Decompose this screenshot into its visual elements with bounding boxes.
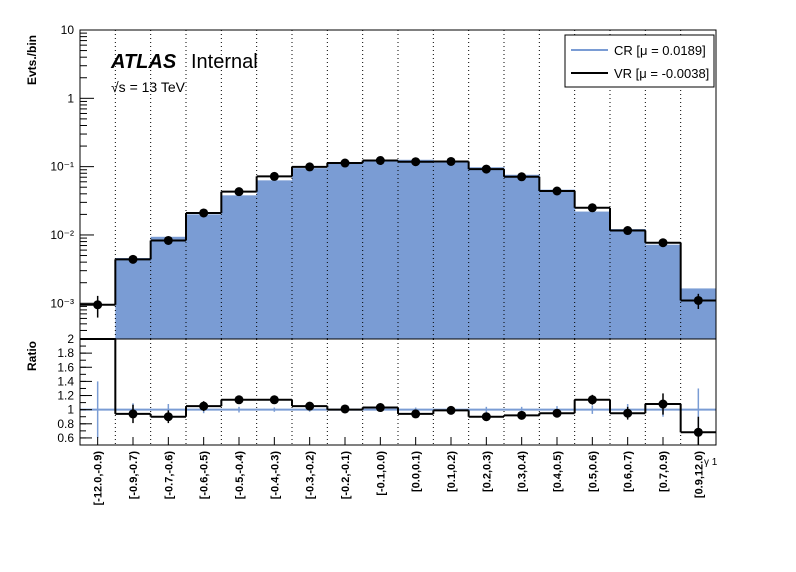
- bottom-tick-label: 0.6: [57, 431, 74, 445]
- legend-vr-label: VR [μ = -0.0038]: [614, 66, 709, 81]
- ratio-point: [234, 395, 244, 405]
- legend: CR [μ = 0.0189] VR [μ = -0.0038]: [564, 34, 715, 88]
- cr-bar: [115, 257, 152, 339]
- vr-point: [128, 254, 138, 264]
- top-tick-label: 10⁻³: [50, 296, 74, 310]
- ratio-point: [623, 408, 633, 418]
- x-bin-label: [0.7,0.9): [658, 451, 670, 492]
- ratio-point: [199, 401, 209, 411]
- ratio-point: [658, 399, 668, 409]
- vr-point: [623, 226, 633, 236]
- cr-bar: [504, 174, 540, 339]
- vr-point: [481, 164, 491, 174]
- x-bin-label: [0.9,12.0): [693, 451, 705, 498]
- vr-point: [411, 157, 421, 167]
- vr-point: [552, 186, 562, 196]
- top-tick-label: 10: [61, 23, 75, 37]
- atlas-internal-label: Internal: [191, 51, 258, 73]
- vr-point: [375, 155, 385, 165]
- x-bin-label: [0.1,0.2): [446, 451, 458, 492]
- vr-point: [199, 208, 209, 218]
- bottom-frame: [79, 338, 717, 446]
- vr-point: [234, 187, 244, 197]
- ratio-point: [481, 412, 491, 422]
- energy-label: √s = 13 TeV: [111, 79, 186, 95]
- x-bin-label: [0.5,0.6): [587, 451, 599, 492]
- bottom-tick-label: 1: [67, 403, 74, 417]
- top-tick-label: 1: [67, 91, 74, 105]
- cr-bar: [610, 229, 646, 339]
- cr-bar: [362, 161, 399, 339]
- bottom-panel: 0.60.811.21.41.61.82 [-12.0,-0.9) [-0.9,-0…: [57, 332, 717, 506]
- x-bin-label: [-0.3,-0.2): [305, 451, 317, 500]
- x-bin-label: [-12.0,-0.9): [93, 451, 105, 506]
- ratio-point: [128, 409, 138, 419]
- x-bin-label: [0.6,0.7): [623, 451, 635, 492]
- x-bin-label: [-0.6,-0.5): [199, 451, 211, 500]
- cr-bar: [539, 189, 576, 339]
- cr-bar: [327, 163, 364, 339]
- x-bin-label: [0.0,0.1): [411, 451, 423, 492]
- vr-point: [693, 295, 703, 305]
- ratio-point: [305, 401, 315, 411]
- ratio-point: [446, 405, 456, 415]
- cr-bar: [574, 211, 611, 339]
- x-bin-label: [0.2,0.3): [481, 451, 493, 492]
- top-tick-label: 10⁻¹: [50, 160, 74, 174]
- ratio-point: [411, 409, 421, 419]
- cr-bar: [398, 159, 434, 339]
- x-bin-label: [0.4,0.5): [552, 451, 564, 492]
- x-bin-label: [-0.9,-0.7): [128, 451, 140, 500]
- x-bin-label: [-0.1,0.0): [375, 451, 387, 496]
- x-bin-label: [-0.4,-0.3): [269, 451, 281, 500]
- x-bin-label: [-0.5,-0.4): [234, 451, 246, 500]
- legend-cr-label: CR [μ = 0.0189]: [614, 43, 706, 58]
- ratio-point: [340, 404, 350, 414]
- bottom-tick-label: 1.4: [57, 374, 74, 388]
- cr-bar: [292, 168, 328, 339]
- ratio-point: [552, 408, 562, 418]
- labels-layer: Evts./bin Ratio ATLAS Internal √s = 13 T…: [25, 35, 718, 468]
- x-bin-label: [-0.2,-0.1): [340, 451, 352, 500]
- cr-bar: [468, 167, 505, 339]
- top-tick-label: 10⁻²: [50, 228, 74, 242]
- vr-point: [658, 238, 668, 248]
- ratio-point: [693, 427, 703, 437]
- bottom-y-axis-title: Ratio: [25, 341, 39, 371]
- bottom-tick-label: 1.6: [57, 360, 74, 374]
- x-axis-title: γ 1: [704, 457, 718, 468]
- ratio-point: [163, 412, 173, 422]
- x-bin-label: [-0.7,-0.6): [163, 451, 175, 500]
- bottom-tick-label: 1.8: [57, 346, 74, 360]
- cr-bar: [433, 161, 470, 339]
- bottom-tick-label: 2: [67, 332, 74, 346]
- x-bin-label: [0.3,0.4): [517, 451, 529, 492]
- cr-bar: [256, 180, 293, 339]
- vr-point: [517, 172, 527, 182]
- cr-bar: [186, 214, 222, 339]
- top-panel: 10⁻³ 10⁻² 10⁻¹ 1 10: [50, 23, 717, 340]
- vr-point: [163, 235, 173, 245]
- ratio-point: [587, 395, 597, 405]
- legend-box: [564, 34, 715, 88]
- vr-point: [446, 156, 456, 166]
- cr-bar: [150, 236, 187, 339]
- vr-point: [340, 158, 350, 168]
- cr-bar: [645, 244, 682, 339]
- ratio-point: [269, 395, 279, 405]
- atlas-label: ATLAS: [110, 51, 177, 73]
- bottom-tick-label: 1.2: [57, 389, 74, 403]
- ratio-point: [517, 410, 527, 420]
- vr-point: [269, 171, 279, 181]
- bottom-tick-label: 0.8: [57, 417, 74, 431]
- top-y-axis-title: Evts./bin: [25, 35, 39, 85]
- vr-point: [305, 162, 315, 172]
- ratio-point: [375, 403, 385, 413]
- vr-point: [93, 300, 103, 310]
- vr-point: [587, 203, 597, 213]
- cr-bar: [221, 195, 258, 339]
